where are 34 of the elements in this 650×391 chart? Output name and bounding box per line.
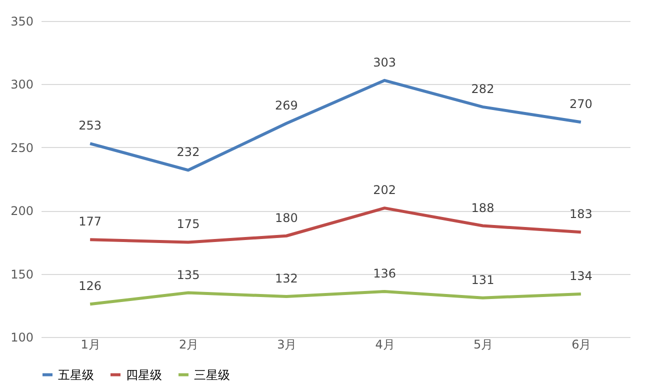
legend-label: 三星级 bbox=[194, 368, 230, 382]
data-label: 132 bbox=[274, 272, 298, 286]
data-label: 270 bbox=[569, 97, 592, 112]
data-label: 126 bbox=[78, 279, 102, 294]
y-tick-label: 100 bbox=[10, 330, 34, 344]
data-label: 175 bbox=[176, 217, 200, 232]
x-tick-label: 4月 bbox=[375, 338, 395, 352]
data-label: 177 bbox=[78, 214, 102, 229]
y-tick-label: 200 bbox=[10, 204, 34, 218]
y-tick-label: 350 bbox=[10, 14, 34, 28]
line-series bbox=[88, 290, 582, 306]
data-label: 202 bbox=[373, 183, 396, 198]
data-label: 282 bbox=[471, 82, 494, 96]
legend-label: 四星级 bbox=[126, 368, 162, 382]
y-tick-label: 250 bbox=[10, 140, 34, 155]
data-label: 232 bbox=[176, 145, 200, 160]
data-label: 183 bbox=[569, 207, 592, 222]
data-label: 180 bbox=[274, 210, 298, 225]
y-tick-label: 300 bbox=[10, 78, 34, 92]
data-label: 136 bbox=[373, 266, 396, 280]
x-tick-label: 2月 bbox=[178, 338, 199, 352]
x-tick-label: 6月 bbox=[572, 338, 592, 352]
data-label: 269 bbox=[274, 98, 298, 112]
x-tick-label: 1月 bbox=[80, 338, 100, 352]
x-tick-label: 5月 bbox=[473, 338, 494, 352]
data-label: 303 bbox=[373, 55, 396, 70]
data-label: 188 bbox=[471, 200, 494, 215]
legend-label: 五星级 bbox=[58, 368, 94, 382]
y-tick-label: 150 bbox=[10, 267, 34, 282]
data-label: 131 bbox=[471, 272, 494, 287]
data-label: 253 bbox=[78, 118, 102, 133]
data-label: 135 bbox=[176, 268, 200, 282]
data-label: 134 bbox=[569, 269, 592, 284]
x-tick-label: 3月 bbox=[277, 338, 297, 352]
